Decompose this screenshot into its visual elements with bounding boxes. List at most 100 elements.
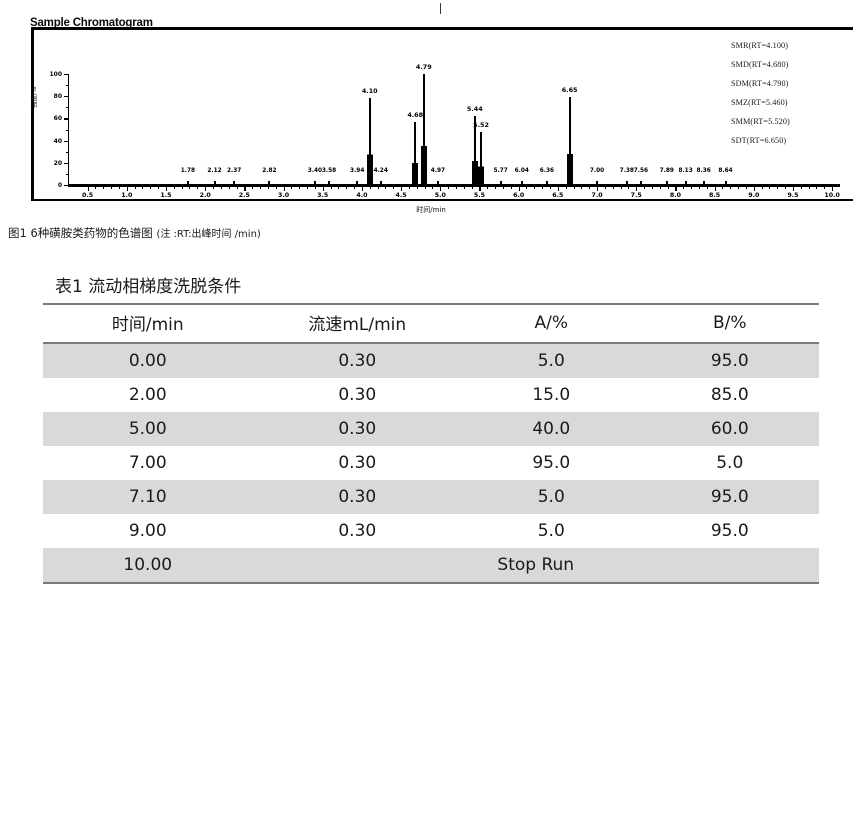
- x-minor-tick: [620, 186, 622, 189]
- minor-peak-blip: [233, 181, 236, 184]
- x-minor-tick: [463, 186, 465, 189]
- minor-peak-blip: [379, 181, 382, 184]
- x-minor-tick: [581, 186, 583, 189]
- cell-stop-run: Stop Run: [497, 555, 575, 575]
- peak-spike: [473, 116, 476, 185]
- x-tick: [832, 186, 834, 191]
- cell-flow: 0.30: [338, 521, 377, 541]
- baseline-trace: [68, 183, 840, 185]
- x-tick-label: 5.5: [473, 192, 486, 199]
- minor-peak-blip: [625, 181, 628, 184]
- x-minor-tick: [212, 186, 214, 189]
- minor-peak-label: 6.36: [539, 168, 555, 174]
- x-tick: [597, 186, 599, 191]
- chromatogram-figure: Sample Chromatogram SMR(RT=4.100) SMD(RT…: [0, 0, 862, 258]
- cell-flow: 0.30: [338, 351, 377, 371]
- y-tick-label: 100: [49, 71, 62, 78]
- chromatogram-trace: [68, 74, 840, 185]
- table-row: 9.00 0.30 5.0 95.0: [43, 514, 819, 548]
- y-tick-label: 60: [53, 115, 62, 123]
- x-minor-tick: [808, 186, 810, 189]
- y-minor-tick: [66, 85, 69, 87]
- x-minor-tick: [542, 186, 544, 189]
- cell-a-percent: 95.0: [532, 453, 571, 473]
- y-tick-label: 0: [57, 182, 62, 189]
- peak-spike: [368, 98, 371, 185]
- peak-spike: [568, 97, 571, 185]
- x-tick-label: 4.0: [356, 192, 368, 199]
- x-tick-label: 2.0: [199, 192, 211, 199]
- y-tick: [64, 74, 69, 76]
- x-minor-tick: [526, 186, 528, 189]
- x-axis-line: [68, 185, 840, 187]
- y-tick: [64, 118, 69, 120]
- page-top-mark: [440, 3, 441, 14]
- peak-spike: [414, 121, 417, 185]
- minor-peak-blip: [186, 181, 189, 184]
- x-minor-tick: [738, 186, 740, 189]
- x-tick-label: 0.5: [82, 192, 94, 199]
- x-minor-tick: [573, 186, 575, 189]
- x-minor-tick: [612, 186, 614, 189]
- table-row: 0.00 0.30 5.0 95.0: [43, 343, 819, 378]
- legend-item-sdm: SDM(RT=4.790): [731, 79, 789, 88]
- x-minor-tick: [644, 186, 646, 189]
- peak-label: 5.52: [473, 120, 489, 129]
- x-minor-tick: [455, 186, 457, 189]
- y-tick: [64, 96, 69, 98]
- x-minor-tick: [698, 186, 700, 189]
- x-tick: [205, 186, 207, 191]
- cell-time: 10.00: [123, 555, 173, 575]
- x-minor-tick: [377, 186, 379, 189]
- cell-b-percent: 5.0: [716, 453, 744, 473]
- x-tick-label: 2.5: [238, 192, 250, 199]
- x-minor-tick: [816, 186, 818, 189]
- x-tick-label: 3.5: [317, 192, 329, 199]
- y-tick-label: 80: [53, 93, 62, 101]
- x-minor-tick: [189, 186, 191, 189]
- x-minor-tick: [142, 186, 144, 189]
- x-minor-tick: [338, 186, 340, 189]
- x-minor-tick: [252, 186, 254, 189]
- x-minor-tick: [103, 186, 105, 189]
- x-minor-tick: [691, 186, 693, 189]
- peak-label: 6.65: [561, 86, 578, 95]
- x-tick-label: 7.5: [630, 192, 642, 199]
- x-minor-tick: [346, 186, 348, 189]
- x-minor-tick: [158, 186, 160, 189]
- y-tick: [64, 140, 69, 142]
- table-row: 7.00 0.30 95.0 5.0: [43, 446, 819, 480]
- minor-peak-blip: [356, 181, 359, 184]
- cell-time: 0.00: [128, 351, 167, 371]
- x-minor-tick: [314, 186, 316, 189]
- x-minor-tick: [260, 186, 262, 189]
- y-minor-tick: [66, 107, 69, 109]
- x-tick: [165, 186, 168, 191]
- minor-peak-blip: [268, 181, 271, 184]
- x-minor-tick: [550, 186, 551, 189]
- x-tick: [714, 186, 716, 191]
- minor-peak-blip: [327, 181, 330, 184]
- table-row: 2.00 0.30 15.0 85.0: [43, 378, 819, 412]
- x-minor-tick: [667, 186, 669, 189]
- x-minor-tick: [471, 186, 473, 189]
- peak-label: 4.68: [407, 110, 424, 119]
- legend-item-smr: SMR(RT=4.100): [731, 41, 789, 50]
- legend-item-smd: SMD(RT=4.680): [731, 60, 789, 69]
- peak-spike: [480, 131, 483, 185]
- x-minor-tick: [604, 186, 606, 189]
- x-minor-tick: [824, 186, 826, 189]
- chart-legend: SMR(RT=4.100) SMD(RT=4.680) SDM(RT=4.790…: [731, 41, 855, 145]
- table-title: 表1 流动相梯度洗脱条件: [55, 277, 242, 297]
- x-minor-tick: [416, 186, 418, 189]
- minor-peak-blip: [213, 181, 216, 184]
- x-minor-tick: [777, 186, 779, 189]
- x-minor-tick: [565, 186, 567, 189]
- x-minor-tick: [495, 186, 497, 189]
- minor-peak-label: 2.37: [227, 168, 242, 174]
- minor-peak-label: 6.04: [514, 168, 529, 174]
- minor-peak-blip: [596, 181, 599, 184]
- x-minor-tick: [267, 186, 269, 189]
- x-tick: [518, 186, 520, 191]
- x-tick-label: 6.0: [513, 192, 525, 199]
